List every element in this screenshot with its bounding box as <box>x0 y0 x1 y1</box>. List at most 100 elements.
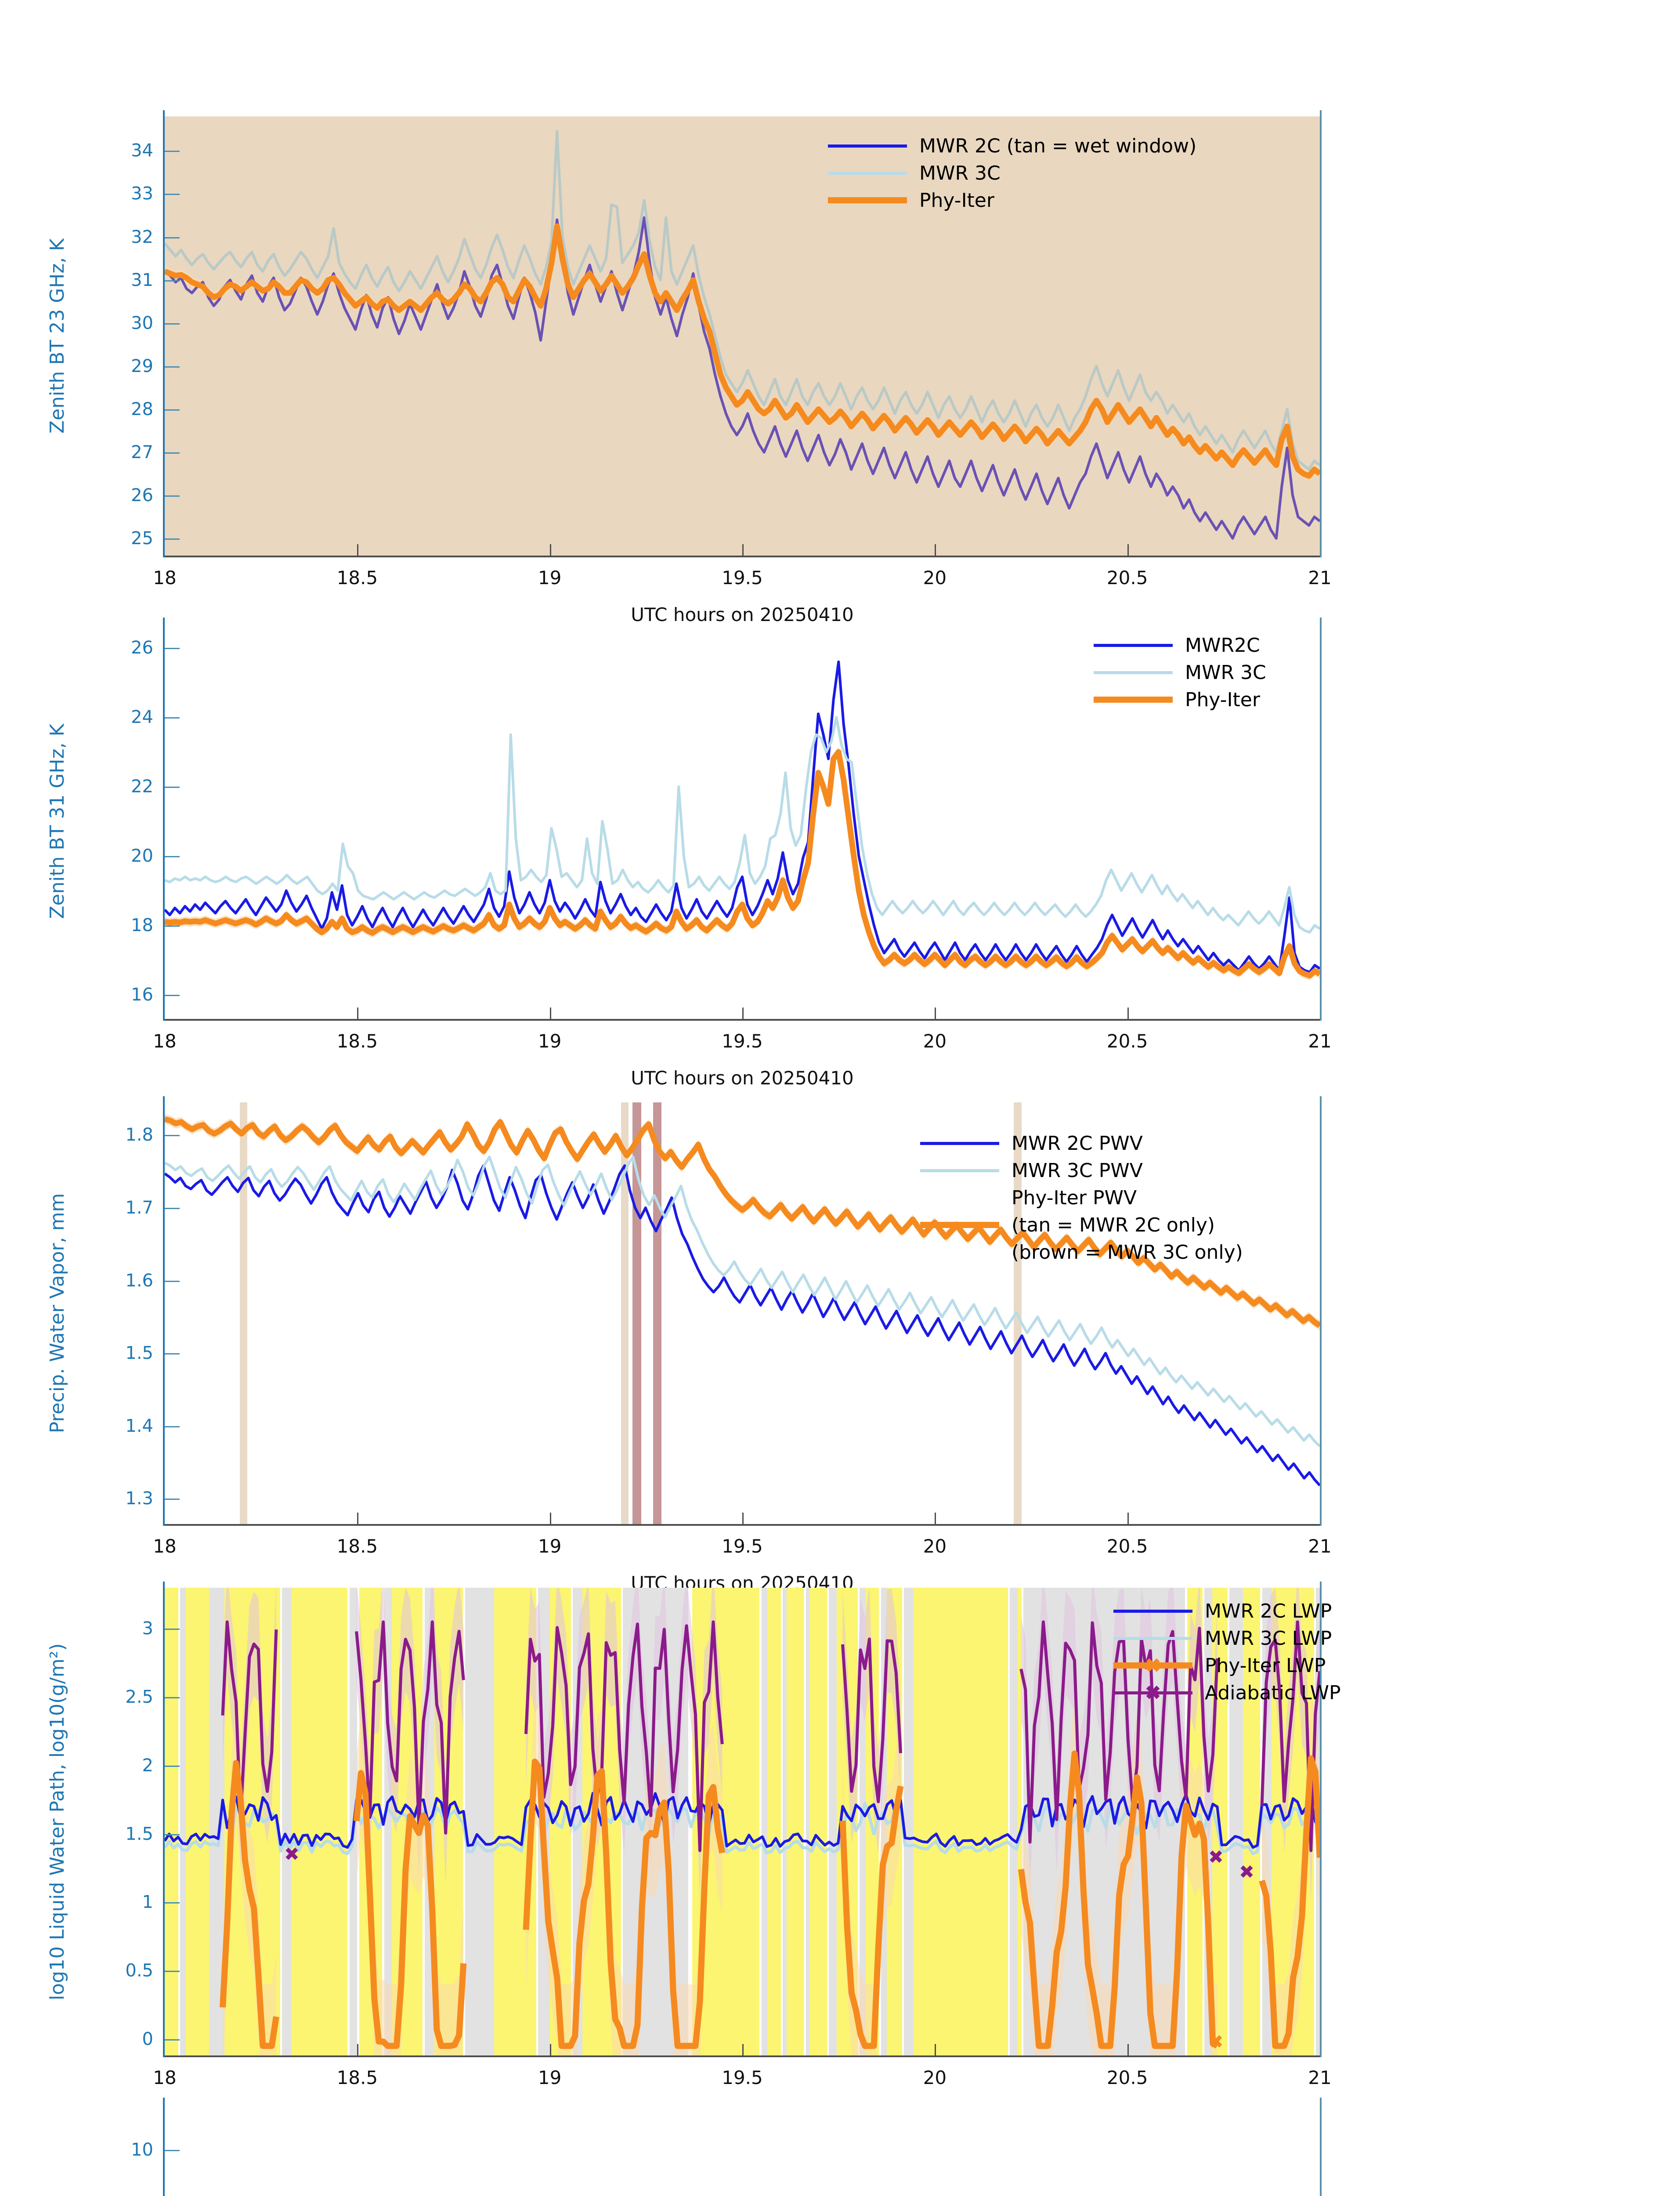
panel4-ytick-mark <box>165 1834 180 1835</box>
panel2-legend-label: Phy-Iter <box>1185 688 1260 711</box>
panel3-legend-item[interactable]: MWR 3C PWV <box>920 1157 1243 1184</box>
panel1-ytick-label: 25 <box>131 528 153 549</box>
panel1-ytick-label: 34 <box>131 141 153 161</box>
panel4-gray-band-17 <box>1010 1588 1018 2055</box>
panel4-xtick-label: 18.5 <box>336 2067 378 2088</box>
panel4-legend-item[interactable]: MWR 2C LWP <box>1113 1597 1341 1625</box>
panel4-gray-band-0 <box>180 1588 186 2055</box>
panel2-ytick-mark <box>165 717 180 719</box>
legend-swatch-line <box>828 144 907 148</box>
panel3-ytick-mark <box>165 1135 180 1137</box>
panel1-ytick-mark <box>165 237 180 238</box>
panel1-left-spine <box>163 110 165 557</box>
panel4-gray-band-13 <box>829 1588 837 2055</box>
panel2-right-spine <box>1320 618 1322 1021</box>
panel2-xtick-mark <box>1127 1008 1129 1019</box>
panel1-ytick-mark <box>165 452 180 454</box>
panel1-xtick-mark <box>742 544 744 556</box>
legend-swatch-line <box>828 197 907 203</box>
panel3-xtick-mark <box>549 1513 551 1524</box>
panel2-ytick-label: 18 <box>131 915 153 935</box>
panel3-legend-item[interactable]: MWR 2C PWV <box>920 1130 1243 1157</box>
panel3-xtick-label: 18.5 <box>336 1535 378 1557</box>
panel4-legend-label: Phy-Iter LWP <box>1205 1654 1326 1677</box>
panel1-ytick-label: 33 <box>131 184 153 204</box>
panel3-legend-item[interactable]: (tan = MWR 2C only) <box>920 1211 1243 1239</box>
panel3-xtick-label: 19 <box>538 1535 562 1557</box>
panel2-ytick-mark <box>165 925 180 927</box>
panel1-legend-item[interactable]: MWR 3C <box>828 159 1196 187</box>
panel1-xtick-label: 18 <box>153 567 177 589</box>
panel3-legend-label: MWR 2C PWV <box>1012 1132 1143 1155</box>
panel4-legend-label: MWR 2C LWP <box>1205 1600 1332 1622</box>
panel1-ytick-label: 28 <box>131 399 153 419</box>
panel1-legend-label: MWR 3C <box>919 162 1001 184</box>
panel3-legend-item[interactable]: Phy-Iter PWV <box>920 1184 1243 1211</box>
panel2-xtick-label: 20.5 <box>1106 1030 1148 1052</box>
panel1-legend-item[interactable]: Phy-Iter <box>828 187 1196 214</box>
panel3-xtick-label: 20 <box>923 1535 947 1557</box>
panel4-ytick-label: 3 <box>142 1618 153 1639</box>
panel1-right-spine <box>1320 110 1322 557</box>
panel3-xtick-label: 20.5 <box>1106 1535 1148 1557</box>
panel5-plot-area[interactable] <box>165 2104 1320 2196</box>
panel3-ytick-mark <box>165 1499 180 1500</box>
panel3-ytick-label: 1.6 <box>125 1270 153 1291</box>
panel4-xtick-label: 19 <box>538 2067 562 2088</box>
panel4-ytick-label: 1.5 <box>125 1824 153 1844</box>
panel2-traces <box>165 660 1320 981</box>
panel3-xtick-mark <box>1127 1513 1129 1524</box>
panel-panel2: 16 18 20 22 24 26 18 18.5 19 19.5 20 20.5 21 Zenith B… <box>0 618 1680 1102</box>
panel5-right-spine <box>1320 2098 1322 2196</box>
panel3-ytick-mark <box>165 1280 180 1282</box>
panel2-ytick-mark <box>165 994 180 996</box>
panel1-xtick-label: 19 <box>538 567 562 589</box>
panel1-plot-area[interactable] <box>165 116 1320 556</box>
panel4-plot-area[interactable]: ✖ ✖ ✖ ✖ <box>165 1588 1320 2055</box>
panel2-bottom-spine <box>165 1019 1320 1021</box>
panel3-plot-background <box>165 1102 1320 1524</box>
panel5-plot-background <box>165 2104 1320 2196</box>
panel2-left-spine <box>163 618 165 1021</box>
panel4-legend-item[interactable]: MWR 3C LWP <box>1113 1625 1341 1652</box>
panel2-legend-item[interactable]: MWR 3C <box>1094 659 1266 686</box>
panel1-ytick-label: 29 <box>131 356 153 376</box>
panel3-xtick-label: 18 <box>153 1535 177 1557</box>
panel1-xtick-label: 19.5 <box>722 567 763 589</box>
legend-swatch-line <box>1094 697 1173 703</box>
panel1-ytick-mark <box>165 409 180 411</box>
panel2-legend-item[interactable]: MWR2C <box>1094 632 1266 659</box>
panel4-yellow-band-11 <box>767 1588 781 2055</box>
svg-text:✖: ✖ <box>284 1843 300 1865</box>
panel5-ytick-label: 10 <box>131 2140 153 2160</box>
panel3-legend-item[interactable]: (brown = MWR 3C only) <box>920 1239 1243 1266</box>
panel4-legend-item[interactable]: ✖ Phy-Iter LWP <box>1113 1652 1341 1679</box>
panel4-yellow-band-13 <box>809 1588 827 2055</box>
panel4-xtick-mark <box>549 2044 551 2055</box>
panel2-plot-area[interactable] <box>165 624 1320 1019</box>
panel2-legend-item[interactable]: Phy-Iter <box>1094 686 1266 713</box>
panel4-legend-item[interactable]: ✖ Adiabatic LWP <box>1113 1679 1341 1706</box>
panel4-gray-band-2 <box>282 1588 292 2055</box>
panel3-ytick-label: 1.7 <box>125 1198 153 1218</box>
panel4-yellow-band-1 <box>186 1588 209 2055</box>
legend-swatch-line <box>1113 1636 1192 1640</box>
panel2-xtick-mark <box>357 1008 359 1019</box>
panel2-xtick-label: 18.5 <box>336 1030 378 1052</box>
panel3-vertical-band-0 <box>239 1102 248 1524</box>
panel1-ytick-mark <box>165 194 180 195</box>
panel-panel3: 1.3 1.4 1.5 1.6 1.7 1.8 18 18.5 19 19.5 20 20.5 21 Pr… <box>0 1096 1680 1607</box>
panel1-legend-item[interactable]: MWR 2C (tan = wet window) <box>828 132 1196 159</box>
panel1-xtick-label: 18.5 <box>336 567 378 589</box>
legend-marker-x-icon: ✖ <box>1144 1681 1162 1705</box>
panel3-plot-area[interactable] <box>165 1102 1320 1524</box>
panel4-bottom-spine <box>165 2055 1320 2057</box>
panel2-ytick-label: 22 <box>131 777 153 797</box>
panel1-ytick-mark <box>165 151 180 152</box>
panel3-left-spine <box>163 1096 165 1526</box>
panel4-ytick-mark <box>165 1970 180 1972</box>
panel2-xtick-mark <box>549 1008 551 1019</box>
panel3-right-spine <box>1320 1096 1322 1526</box>
